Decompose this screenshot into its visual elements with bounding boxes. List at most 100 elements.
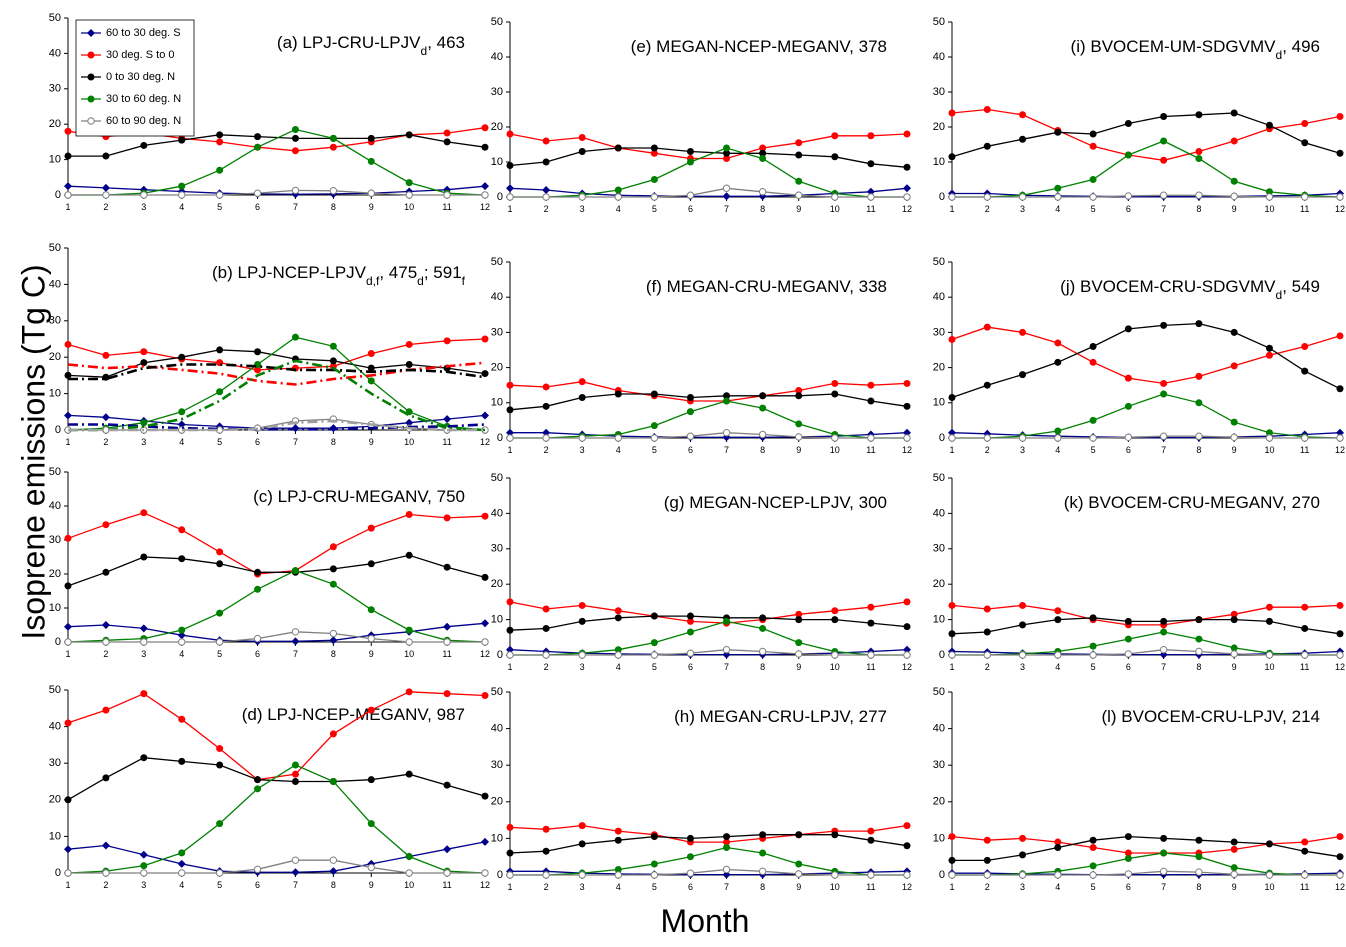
marker [216,131,224,139]
marker [542,434,550,442]
marker [983,106,991,113]
y-tick-label: 40 [49,47,61,59]
marker [291,186,300,195]
marker [831,607,839,615]
marker [867,651,875,659]
marker [506,130,514,138]
marker [1336,434,1344,442]
marker [329,143,337,151]
marker [178,191,186,199]
marker [1124,192,1133,200]
marker [723,392,731,400]
marker [1054,339,1062,347]
marker [686,158,694,166]
series-line [951,432,1341,439]
marker [867,871,875,879]
marker [686,617,694,625]
x-tick-label: 7 [1161,445,1166,455]
marker [795,191,803,199]
marker [1301,434,1309,442]
marker [506,645,514,654]
series-line [951,604,1341,626]
marker [291,126,299,134]
marker [291,628,300,636]
marker [1089,836,1097,844]
marker [291,761,299,769]
marker [1301,651,1309,659]
x-tick-label: 5 [652,204,657,214]
marker [64,622,72,631]
marker [614,434,622,442]
marker [140,638,148,646]
marker [948,601,956,609]
marker [101,621,110,629]
marker [1230,192,1238,201]
series-line [509,601,908,624]
marker [216,609,224,617]
legend-label: 60 to 30 deg. S [106,27,181,39]
marker [542,402,550,410]
title-subscript: d [1276,48,1283,62]
marker [64,340,72,348]
series-line [952,194,1340,198]
marker [948,428,956,437]
title-text: (b) LPJ-NCEP-LPJV [212,263,367,282]
marker [481,191,489,199]
x-tick-label: 1 [949,445,954,455]
x-tick-label: 2 [544,662,549,672]
marker [1160,321,1168,329]
series-line [67,569,486,643]
marker [1089,862,1097,870]
marker [867,132,875,140]
marker [1301,624,1309,632]
marker [1054,427,1062,435]
x-tick-label: 3 [1020,445,1025,455]
marker [795,831,803,839]
y-tick-label: 20 [933,362,945,374]
y-tick-label: 30 [49,757,61,769]
marker [64,127,72,135]
x-tick-label: 4 [179,437,184,447]
marker [614,836,622,844]
marker [1160,379,1168,387]
marker [443,129,451,137]
marker [64,371,72,379]
y-tick-label: 10 [933,397,945,409]
title-text: (h) MEGAN-CRU-LPJV, 277 [674,707,887,726]
marker [506,428,514,437]
marker [102,152,110,160]
marker [1018,651,1027,659]
marker [1160,156,1168,164]
marker [1160,137,1168,145]
marker [140,348,148,356]
marker [578,394,586,402]
legend-marker [87,95,95,103]
series-line [67,336,486,431]
x-tick-label: 12 [902,204,912,214]
marker [759,392,767,400]
marker [867,397,875,405]
x-tick-label: 8 [331,202,336,212]
marker [1160,390,1168,398]
series-line [510,846,907,876]
marker [177,420,186,429]
x-tick-label: 3 [580,204,585,214]
marker [948,630,956,638]
x-tick-label: 6 [688,662,693,672]
title-subscript: d [421,44,428,58]
marker [650,149,658,157]
marker [1336,871,1344,879]
marker [140,141,148,149]
marker [1195,111,1203,119]
x-tick-label: 2 [103,437,108,447]
marker [1230,644,1238,652]
marker [1265,651,1274,659]
x-tick-label: 1 [65,649,70,659]
y-tick-label: 0 [55,189,61,201]
marker [253,634,262,643]
marker [1124,325,1132,333]
marker [1089,176,1097,183]
marker [650,651,659,659]
